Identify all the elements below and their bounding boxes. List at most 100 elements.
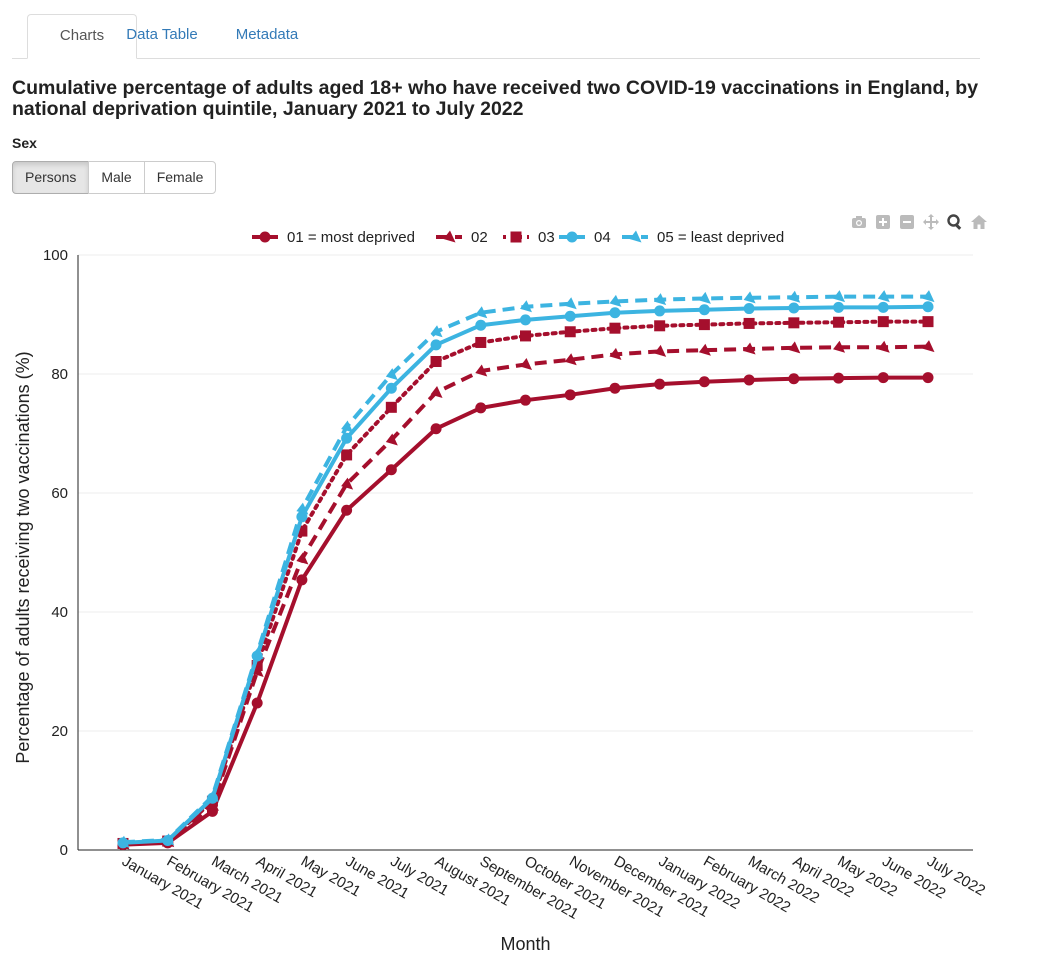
data-point	[117, 835, 130, 848]
data-point	[564, 389, 576, 401]
female-button[interactable]: Female	[143, 161, 217, 194]
data-point	[609, 322, 621, 334]
data-point	[564, 353, 577, 366]
data-point	[251, 647, 264, 660]
data-point	[430, 339, 442, 351]
data-point	[564, 310, 576, 322]
data-point	[698, 291, 711, 304]
legend-item-5[interactable]: 05 = least deprived	[622, 229, 784, 246]
tab-data-table[interactable]: Data Table	[126, 26, 198, 43]
data-point	[922, 290, 935, 303]
data-point	[520, 357, 532, 370]
data-point	[654, 305, 666, 317]
data-point	[341, 504, 353, 516]
y-tick-label: 0	[60, 842, 68, 859]
data-point	[430, 423, 442, 435]
legend-label: 01 = most deprived	[287, 229, 415, 246]
gridlines	[78, 254, 973, 732]
data-point	[341, 449, 353, 461]
data-point	[833, 301, 845, 313]
data-point	[475, 364, 488, 377]
legend-label: 02	[471, 229, 488, 246]
data-point	[743, 303, 755, 315]
data-point	[341, 420, 354, 433]
data-point	[296, 574, 308, 586]
data-point	[296, 525, 308, 537]
data-point	[430, 325, 443, 338]
data-point	[251, 660, 263, 672]
data-point	[788, 290, 801, 303]
data-point	[877, 372, 889, 384]
data-point	[788, 317, 800, 329]
data-point	[296, 552, 309, 565]
legend-label: 05 = least deprived	[657, 229, 784, 246]
x-axis-title: Month	[500, 934, 550, 954]
data-point	[475, 336, 487, 348]
y-tick-label: 100	[43, 247, 68, 264]
data-point	[430, 385, 443, 398]
data-point	[385, 368, 398, 381]
data-point	[877, 316, 889, 328]
legend-marker	[629, 230, 642, 243]
series-group	[117, 290, 935, 851]
data-point	[385, 401, 397, 413]
data-point	[520, 314, 531, 326]
data-point	[162, 833, 175, 846]
data-point	[877, 301, 889, 313]
data-point	[341, 432, 353, 444]
legend-marker	[510, 231, 522, 243]
data-point	[654, 344, 667, 357]
zoom-icon[interactable]	[946, 213, 964, 231]
data-point	[698, 376, 710, 388]
zoom-in-icon[interactable]	[874, 213, 892, 231]
data-point	[743, 317, 755, 329]
data-point	[743, 291, 756, 304]
persons-button[interactable]: Persons	[12, 161, 90, 194]
data-point	[922, 301, 934, 313]
y-tick-label: 20	[51, 723, 68, 740]
pan-icon[interactable]	[922, 213, 940, 231]
data-point	[833, 290, 846, 303]
legend-label: 04	[594, 229, 611, 246]
data-point	[833, 340, 846, 353]
series-4	[117, 301, 934, 849]
home-icon[interactable]	[970, 213, 988, 231]
data-point	[475, 402, 487, 414]
data-point	[520, 330, 531, 342]
y-tick-label: 80	[51, 366, 68, 383]
tab-metadata[interactable]: Metadata	[235, 26, 299, 43]
zoom-out-icon[interactable]	[898, 213, 916, 231]
legend-item-2[interactable]: 02	[436, 229, 488, 246]
chart-modebar	[850, 213, 988, 231]
data-point	[654, 293, 667, 306]
legend-marker	[566, 231, 578, 243]
data-point	[698, 304, 710, 316]
data-point	[922, 316, 934, 328]
male-button[interactable]: Male	[88, 161, 145, 194]
camera-icon[interactable]	[850, 213, 868, 231]
data-point	[520, 300, 532, 313]
data-point	[206, 789, 219, 802]
data-point	[833, 316, 845, 328]
data-point	[609, 294, 622, 307]
y-axis-title: Percentage of adults receiving two vacci…	[13, 351, 33, 763]
data-point	[251, 697, 263, 709]
tab-bar: Charts Data Table Metadata	[12, 14, 980, 59]
legend-item-3[interactable]: 03	[503, 229, 555, 246]
y-tick-label: 40	[51, 604, 68, 621]
legend-label: 03	[538, 229, 555, 246]
data-point	[609, 307, 621, 319]
data-point	[788, 302, 800, 314]
data-point	[877, 290, 890, 303]
filter-label: Sex	[12, 135, 37, 151]
legend-item-1[interactable]: 01 = most deprived	[252, 229, 415, 246]
data-point	[698, 319, 710, 331]
legend: 01 = most deprived 02 03 04 05 = least depri…	[252, 229, 784, 246]
series-2	[117, 340, 935, 850]
data-point	[520, 394, 531, 406]
data-point	[296, 502, 309, 515]
tab-charts[interactable]: Charts	[27, 14, 137, 59]
y-tick-label: 60	[51, 485, 68, 502]
legend-item-4[interactable]: 04	[559, 229, 611, 246]
